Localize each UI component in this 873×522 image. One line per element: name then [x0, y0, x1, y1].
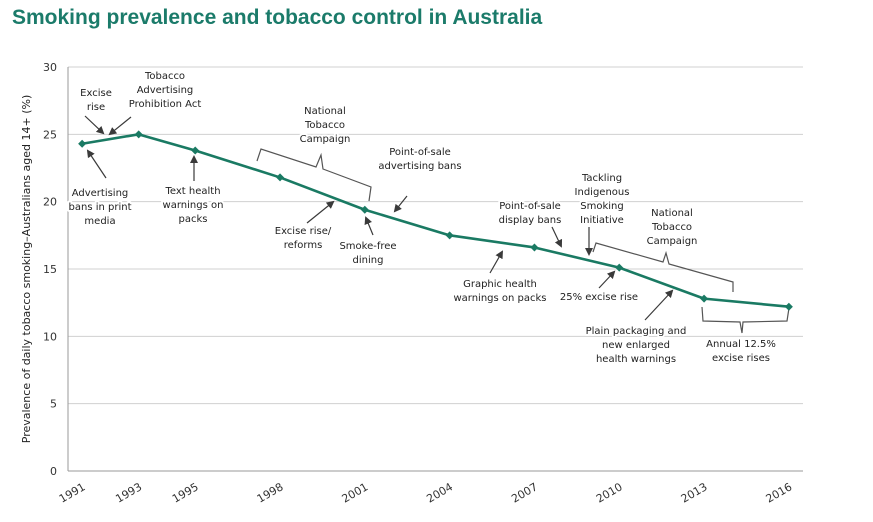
annotation-line: dining	[353, 255, 384, 266]
annotation-line: Tobacco	[651, 222, 692, 233]
annotation-label: Point-of-sale advertising bans	[378, 147, 461, 172]
annotation-label: National Tobacco Campaign	[300, 106, 351, 145]
annotation-line: Excise rise/	[275, 226, 332, 237]
annotation-line: Point-of-sale	[499, 201, 561, 212]
annotation-line: Campaign	[300, 134, 351, 145]
arrow-icon	[489, 250, 503, 274]
annotation-line: packs	[179, 214, 208, 225]
series-line	[81, 133, 789, 309]
annotation-line: National	[304, 106, 346, 117]
annotation-line: advertising bans	[378, 161, 461, 172]
annotation-line: new enlarged	[602, 340, 670, 351]
brace-national-tobacco-campaign-1	[256, 148, 372, 202]
annotation-line: warnings on	[163, 200, 224, 211]
annotation-line: Point-of-sale	[389, 147, 451, 158]
x-tick-label: 1991	[57, 480, 88, 505]
annotation-line: Initiative	[580, 215, 624, 226]
brace-national-tobacco-campaign-2	[592, 242, 734, 292]
data-point	[78, 139, 87, 148]
annotation-label: Point-of-sale display bans	[499, 201, 562, 226]
annotation-line: Advertising	[72, 188, 129, 199]
arrow-icon	[364, 216, 374, 236]
annotation-label: Tackling Indigenous Smoking Initiative	[575, 173, 630, 226]
annotation-label: Tobacco Advertising Prohibition Act	[129, 71, 202, 110]
annotation-line: warnings on packs	[453, 293, 546, 304]
x-tick-label: 1993	[113, 480, 144, 505]
x-tick-label: 1995	[170, 480, 201, 505]
annotation-line: Smoke-free	[339, 241, 396, 252]
annotation-label: Advertising bans in print media	[69, 188, 132, 227]
annotation-line: reforms	[284, 240, 323, 251]
data-point	[445, 231, 454, 240]
y-tick-label: 15	[43, 263, 57, 276]
annotation-label: Excise rise/reforms	[275, 226, 332, 251]
annotation-line: National	[651, 208, 693, 219]
data-point	[191, 146, 200, 155]
brace-annual-excise-rises	[701, 306, 790, 334]
annotation-label: Text health warnings on packs	[163, 186, 224, 225]
y-tick-label: 20	[43, 196, 57, 209]
data-point	[276, 173, 285, 182]
annotation-line: rise	[87, 102, 105, 113]
x-tick-label: 2013	[679, 480, 710, 505]
annotation-line: Indigenous	[575, 187, 630, 198]
y-tick-label: 10	[43, 330, 57, 343]
annotation-line: Tobacco	[304, 120, 345, 131]
arrow-icon	[551, 226, 563, 248]
arrow-icon	[306, 200, 335, 224]
y-tick-label: 30	[43, 61, 57, 74]
annotation-line: bans in print	[69, 202, 132, 213]
arrow-icon	[393, 195, 408, 213]
annotation-line: Plain packaging and	[586, 326, 687, 337]
annotation-label: Excise rise	[80, 88, 112, 113]
arrow-icon	[86, 149, 107, 179]
annotation-label: National Tobacco Campaign	[647, 208, 698, 247]
annotation-line: excise rises	[712, 353, 770, 364]
y-tick-label: 0	[50, 465, 57, 478]
annotation-line: health warnings	[596, 354, 676, 365]
chart-title: Smoking prevalence and tobacco control i…	[12, 6, 543, 29]
annotation-line: Campaign	[647, 236, 698, 247]
annotation-line: display bans	[499, 215, 562, 226]
x-tick-label: 1998	[255, 480, 286, 505]
x-tick-label: 2010	[594, 480, 625, 505]
annotation-line: Tackling	[581, 173, 622, 184]
x-tick-label: 2004	[424, 480, 455, 505]
data-point	[615, 263, 624, 272]
annotation-line: Advertising	[137, 85, 194, 96]
data-point	[134, 130, 143, 139]
x-tick-label: 2007	[509, 480, 540, 505]
annotation-line: Text health	[164, 186, 220, 197]
annotation-line: Graphic health	[463, 279, 537, 290]
annotation-line: Smoking	[580, 201, 623, 212]
annotation-line: Tobacco	[144, 71, 185, 82]
data-point	[700, 294, 709, 303]
y-axis-label: Prevalence of daily tobacco smoking–Aust…	[20, 95, 33, 444]
annotation-label: Graphic health warnings on packs	[453, 279, 546, 304]
annotation-label: Plain packaging and new enlarged health wa…	[586, 326, 687, 365]
arrow-icon	[108, 116, 132, 136]
data-point	[784, 302, 793, 311]
annotation-label: 25% excise rise	[560, 292, 638, 303]
data-point	[530, 243, 539, 252]
data-point	[360, 205, 369, 214]
annotation-line: 25% excise rise	[560, 292, 638, 303]
annotation-line: Annual 12.5%	[706, 339, 776, 350]
annotation-label: Annual 12.5% excise rises	[706, 339, 776, 364]
y-tick-label: 5	[50, 398, 57, 411]
arrow-icon	[598, 270, 616, 289]
annotation-line: Prohibition Act	[129, 99, 202, 110]
annotation-line: Excise	[80, 88, 112, 99]
arrow-icon	[644, 289, 674, 321]
annotation-label: Smoke-free dining	[339, 241, 396, 266]
annotation-line: media	[84, 216, 115, 227]
y-tick-label: 25	[43, 128, 57, 141]
x-tick-label: 2016	[764, 480, 795, 505]
arrow-icon	[84, 115, 105, 135]
x-tick-label: 2001	[340, 480, 371, 505]
